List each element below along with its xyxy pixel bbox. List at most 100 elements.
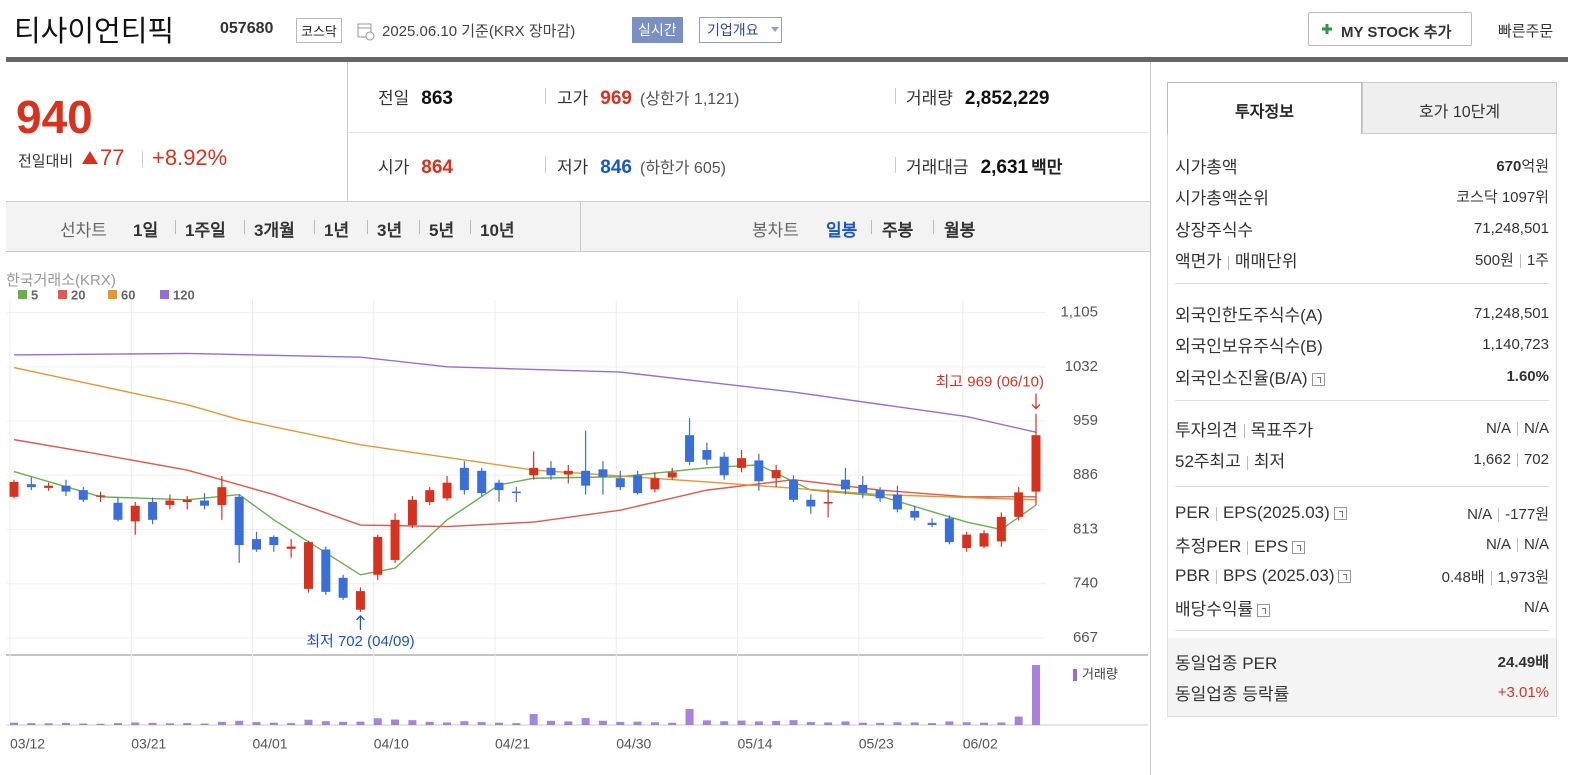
help-icon[interactable] <box>1333 507 1347 521</box>
candle-body <box>252 539 262 550</box>
base-date: 2025.06.10 기준(KRX 장마감) <box>382 23 576 40</box>
period-tab[interactable]: 1년 <box>324 221 350 240</box>
period-tab[interactable]: 1일 <box>133 221 159 240</box>
candle-body <box>685 435 695 462</box>
info-label: PBR BPS (2025.03) <box>1175 566 1352 586</box>
x-tick-label: 03/12 <box>10 736 45 752</box>
quick-order[interactable]: 빠른주문 <box>1498 23 1554 40</box>
legend-swatch <box>18 290 27 299</box>
volume-bar <box>96 723 105 725</box>
value-text: N/A <box>1523 599 1549 616</box>
realtime-button[interactable]: 실시간 <box>632 17 683 43</box>
value-text: 1,662 <box>1473 451 1511 468</box>
period-tab[interactable]: 3년 <box>377 221 403 240</box>
candle-body <box>858 484 868 494</box>
candle-body <box>286 546 296 549</box>
period-tab[interactable]: 3개월 <box>254 221 295 240</box>
my-stock-button[interactable]: MY STOCK 추가 <box>1308 12 1472 46</box>
volume-bar <box>113 723 122 725</box>
price: 940 <box>16 91 93 143</box>
company-info-button[interactable]: 기업개요 <box>699 17 782 43</box>
period-tab[interactable]: 월봉 <box>944 221 976 240</box>
period-tab[interactable]: 주봉 <box>882 221 914 240</box>
divider <box>314 220 315 234</box>
divider <box>244 220 245 234</box>
volume-bar <box>460 721 469 725</box>
market-badge: 코스닥 <box>296 18 342 43</box>
info-row: 액면가 매매단위 500원 1주 <box>1175 247 1549 273</box>
help-icon[interactable] <box>1311 372 1325 386</box>
candle-body <box>529 467 539 476</box>
volume-bar <box>321 721 330 725</box>
volume-bar <box>235 720 244 725</box>
candle-body <box>425 490 435 503</box>
separator <box>1247 540 1249 555</box>
period-tab[interactable]: 5년 <box>429 221 455 240</box>
x-tick-label: 04/10 <box>374 736 409 752</box>
legend-label: 5 <box>31 287 38 302</box>
label-text: 추정PER <box>1175 537 1242 556</box>
volume-bar <box>373 718 382 725</box>
x-tick-label: 06/02 <box>963 736 998 752</box>
label-text: 상장주식수 <box>1175 220 1254 240</box>
volume-bar <box>165 723 174 725</box>
info-value: N/A -177원 <box>1467 503 1549 524</box>
info-label: 추정PER EPS <box>1175 532 1306 557</box>
moving-average <box>13 438 1036 528</box>
period-tab[interactable]: 1주일 <box>185 221 226 240</box>
label-text: 동일업종 PER <box>1175 653 1278 673</box>
quote-value: 2,631 <box>980 157 1029 178</box>
candle-body <box>563 470 573 475</box>
label-text: 시가총액 <box>1175 157 1238 177</box>
info-value: 71,248,501 <box>1474 305 1549 322</box>
moving-average <box>13 464 1037 576</box>
info-row: 외국인소진율(B/A) 1.60% <box>1175 363 1549 389</box>
label-text: 매매단위 <box>1234 252 1298 271</box>
value-text: 1주 <box>1526 252 1549 269</box>
candle-body <box>962 534 972 549</box>
quote-note: (하한가 605) <box>639 160 726 177</box>
info-row: 52주최고 최저 1,662 702 <box>1175 447 1549 473</box>
divider <box>419 220 420 234</box>
candle-body <box>737 458 747 468</box>
info-label: PER EPS(2025.03) <box>1175 503 1347 523</box>
divider <box>933 220 934 234</box>
info-row: 시가총액순위 코스닥 1097위 <box>1175 184 1549 210</box>
change: 77 <box>100 145 125 170</box>
volume-bar <box>789 720 798 725</box>
volume-bar <box>893 722 902 725</box>
change-label: 전일대비 <box>18 153 74 170</box>
candle-body <box>823 502 833 504</box>
value-unit: 억원 <box>1521 157 1549 175</box>
help-icon[interactable] <box>1292 541 1306 555</box>
period-tab[interactable]: 10년 <box>480 221 515 240</box>
candle-body <box>927 522 937 526</box>
label-text: 동일업종 등락률 <box>1175 685 1290 704</box>
volume-bar <box>668 722 677 725</box>
info-label: 시가총액 <box>1175 153 1238 178</box>
divider <box>1175 283 1549 284</box>
divider <box>367 220 368 234</box>
volume-bar <box>997 722 1006 725</box>
y-tick-label: 1032 <box>1065 358 1098 375</box>
quote-value: 864 <box>421 157 453 178</box>
volume-bar <box>737 720 746 725</box>
legend-label: 120 <box>173 287 195 302</box>
side-tab[interactable]: 투자정보 <box>1167 82 1362 134</box>
volume-bar <box>148 722 157 725</box>
candle-body <box>373 536 383 575</box>
info-row: 외국인한도주식수(A) 71,248,501 <box>1175 300 1549 326</box>
help-icon[interactable] <box>1257 604 1271 618</box>
volume-bar <box>356 721 365 725</box>
info-value: 71,248,501 <box>1474 220 1549 237</box>
volume-bar <box>44 723 53 725</box>
side-tab[interactable]: 호가 10단계 <box>1362 82 1557 134</box>
value-text: 71,248,501 <box>1473 219 1549 237</box>
period-tab[interactable]: 일봉 <box>826 221 858 240</box>
low-annotation: 최저 702 (04/09) <box>306 633 415 650</box>
candle-body <box>338 577 348 598</box>
label-text: 외국인보유주식수(B) <box>1175 337 1323 356</box>
candle-body <box>702 450 712 460</box>
help-icon[interactable] <box>1338 570 1352 584</box>
